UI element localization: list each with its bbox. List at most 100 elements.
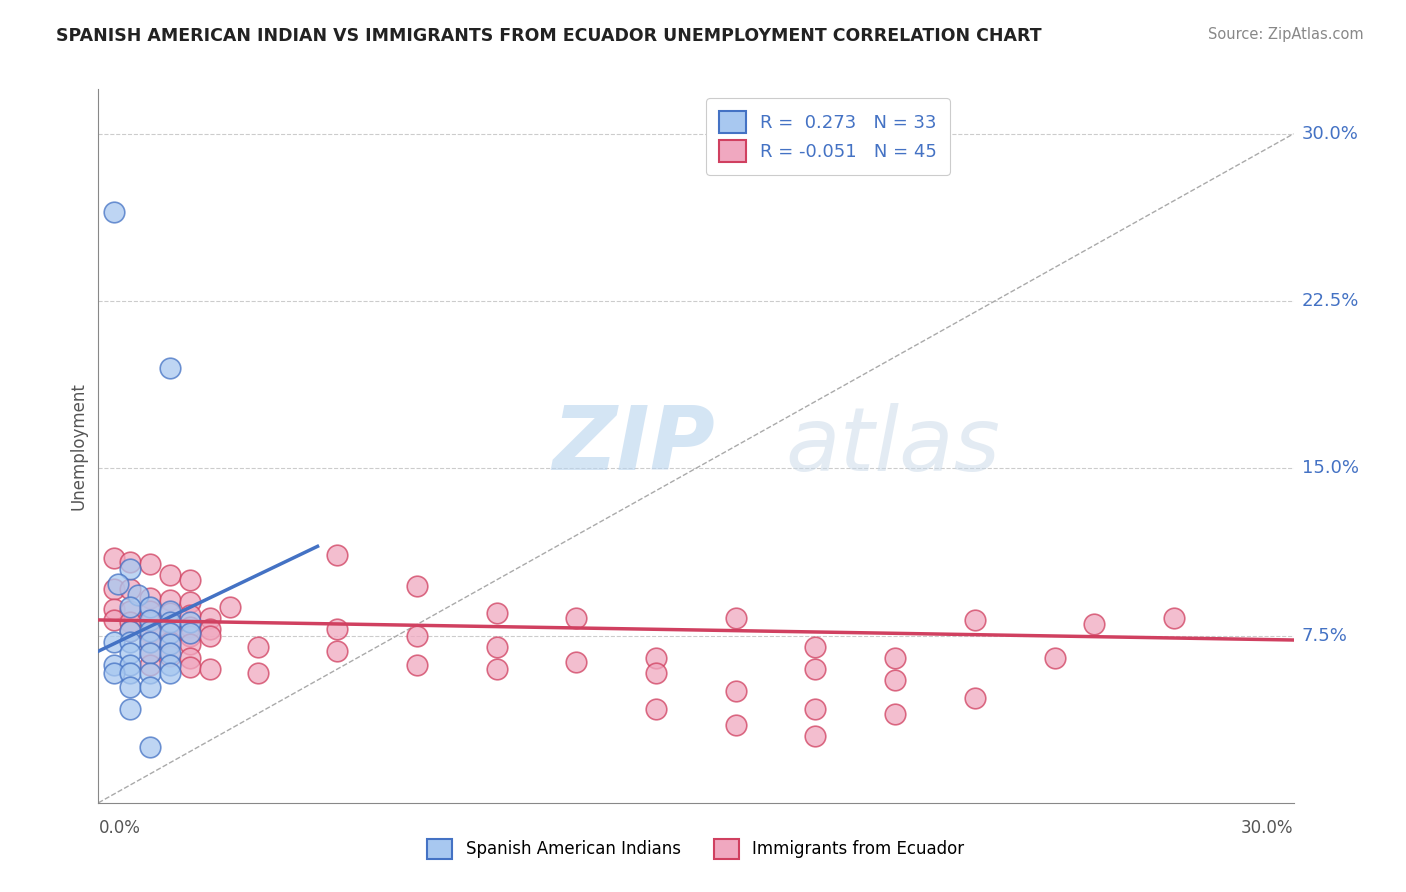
Text: 30.0%: 30.0% (1241, 820, 1294, 838)
Point (485, 607, 508, 621)
Point (159, 646, 181, 660)
Point (406, 628, 429, 642)
Point (565, 610, 588, 624)
Point (963, 690, 986, 705)
Point (159, 635, 181, 649)
Point (179, 619, 201, 633)
Point (120, 615, 142, 630)
Point (485, 662, 508, 676)
Point (120, 657, 142, 672)
Point (179, 628, 201, 642)
Point (139, 604, 162, 618)
Point (159, 568, 181, 582)
Point (179, 651, 201, 665)
Point (120, 555, 142, 569)
Point (326, 622, 349, 636)
Point (139, 635, 162, 649)
Point (103, 635, 125, 649)
Point (120, 635, 142, 649)
Point (724, 717, 747, 731)
Point (159, 360, 181, 375)
Point (159, 607, 181, 621)
Point (198, 610, 221, 624)
Point (139, 624, 162, 639)
Point (179, 615, 201, 630)
Point (139, 613, 162, 627)
Point (179, 660, 201, 674)
Point (139, 657, 162, 672)
Point (139, 557, 162, 572)
Point (804, 729, 827, 743)
Point (1043, 651, 1066, 665)
Point (139, 591, 162, 605)
Point (107, 577, 129, 591)
Point (103, 550, 125, 565)
Point (1163, 610, 1185, 624)
Point (103, 666, 125, 681)
Point (159, 592, 181, 607)
Point (103, 602, 125, 616)
Point (103, 657, 125, 672)
Point (139, 626, 162, 640)
Point (120, 702, 142, 716)
Point (246, 640, 269, 654)
Point (565, 655, 588, 669)
Point (804, 640, 827, 654)
Point (120, 604, 142, 618)
Point (139, 635, 162, 649)
Point (406, 580, 429, 594)
Legend: Spanish American Indians, Immigrants from Ecuador: Spanish American Indians, Immigrants fro… (420, 832, 972, 866)
Point (120, 582, 142, 596)
Point (724, 610, 747, 624)
Text: 30.0%: 30.0% (1302, 125, 1358, 143)
Text: 7.5%: 7.5% (1302, 626, 1348, 645)
Text: 22.5%: 22.5% (1302, 292, 1360, 310)
Point (645, 702, 668, 716)
Point (120, 666, 142, 681)
Point (645, 651, 668, 665)
Point (326, 644, 349, 658)
Point (884, 673, 907, 687)
Point (485, 640, 508, 654)
Point (159, 615, 181, 630)
Point (804, 702, 827, 716)
Point (198, 622, 221, 636)
Point (139, 666, 162, 681)
Point (159, 604, 181, 618)
Point (724, 684, 747, 698)
Text: SPANISH AMERICAN INDIAN VS IMMIGRANTS FROM ECUADOR UNEMPLOYMENT CORRELATION CHAR: SPANISH AMERICAN INDIAN VS IMMIGRANTS FR… (56, 27, 1042, 45)
Point (139, 615, 162, 630)
Point (219, 599, 242, 614)
Text: Source: ZipAtlas.com: Source: ZipAtlas.com (1208, 27, 1364, 42)
Point (198, 662, 221, 676)
Point (120, 562, 142, 576)
Point (179, 595, 201, 609)
Point (103, 613, 125, 627)
Point (120, 624, 142, 639)
Point (139, 599, 162, 614)
Point (139, 740, 162, 755)
Point (120, 646, 142, 660)
Point (103, 204, 125, 219)
Point (645, 666, 668, 681)
Point (159, 666, 181, 681)
Point (179, 608, 201, 623)
Point (120, 624, 142, 639)
Point (804, 662, 827, 676)
Point (139, 680, 162, 694)
Point (159, 657, 181, 672)
Point (198, 628, 221, 642)
Point (884, 651, 907, 665)
Point (139, 646, 162, 660)
Point (159, 648, 181, 663)
Point (159, 626, 181, 640)
Point (326, 548, 349, 563)
Point (159, 626, 181, 640)
Point (246, 666, 269, 681)
Point (179, 637, 201, 651)
Text: atlas: atlas (786, 403, 1001, 489)
Point (120, 599, 142, 614)
Point (103, 582, 125, 596)
Point (127, 589, 149, 603)
Point (179, 573, 201, 587)
